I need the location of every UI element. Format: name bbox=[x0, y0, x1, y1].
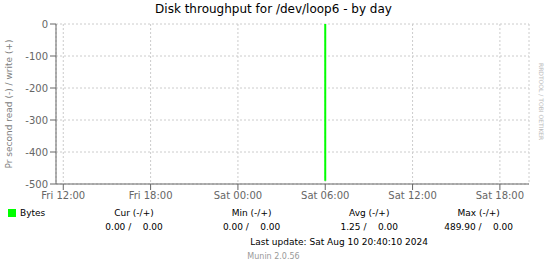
svg-text:-400: -400 bbox=[25, 147, 48, 158]
svg-text:0: 0 bbox=[42, 19, 48, 30]
html-text:Min (-/+): Min (-/+) bbox=[231, 208, 272, 218]
html-text:Avg (-/+): Avg (-/+) bbox=[349, 208, 390, 218]
svg-text:Sat 06:00: Sat 06:00 bbox=[301, 190, 349, 201]
svg-text:Sat 12:00: Sat 12:00 bbox=[388, 190, 436, 201]
svg-text:Pr second read (-) / write (+): Pr second read (-) / write (+) bbox=[8, 40, 14, 169]
html-text:Disk throughput for /dev/loop6: Disk throughput for /dev/loop6 - by day bbox=[155, 2, 392, 16]
html-text:Cur (-/+): Cur (-/+) bbox=[114, 208, 154, 218]
html-text:0.00 / 0.00: 0.00 / 0.00 bbox=[222, 222, 281, 232]
svg-text:Fri 12:00: Fri 12:00 bbox=[41, 190, 85, 201]
html-text:0.00 / 0.00: 0.00 / 0.00 bbox=[105, 222, 163, 232]
svg-text:Sat 00:00: Sat 00:00 bbox=[214, 190, 262, 201]
html-text:Bytes: Bytes bbox=[20, 208, 46, 218]
svg-text:-300: -300 bbox=[25, 115, 48, 126]
svg-text:-200: -200 bbox=[25, 83, 48, 94]
html-text:Max (-/+): Max (-/+) bbox=[457, 208, 500, 218]
html-text:Last update: Sat Aug 10 20:40:: Last update: Sat Aug 10 20:40:10 2024 bbox=[250, 237, 428, 247]
svg-text:-500: -500 bbox=[25, 179, 48, 190]
svg-text:Sat 18:00: Sat 18:00 bbox=[476, 190, 524, 201]
html-text:Munin 2.0.56: Munin 2.0.56 bbox=[247, 252, 300, 261]
html-text:489.90 / 0.00: 489.90 / 0.00 bbox=[444, 222, 514, 232]
html-text:1.25 / 0.00: 1.25 / 0.00 bbox=[340, 222, 398, 232]
svg-text:Fri 18:00: Fri 18:00 bbox=[129, 190, 173, 201]
svg-text:-100: -100 bbox=[25, 51, 48, 62]
html-text:RRDTOOL / TOBI OETIKER: RRDTOOL / TOBI OETIKER bbox=[538, 63, 545, 141]
